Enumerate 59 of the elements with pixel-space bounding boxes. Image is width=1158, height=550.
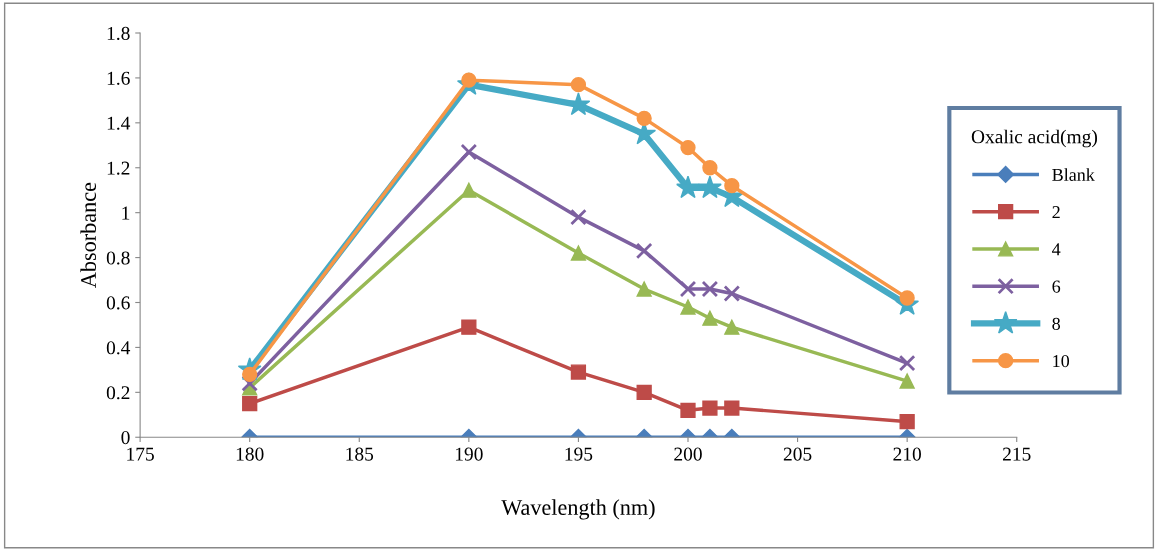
y-tick-label: 1.6 [107,71,130,85]
x-tick-label: 180 [236,447,264,461]
x-tick-label: 185 [346,447,374,461]
x-tick-label: 215 [1002,447,1031,461]
point [701,280,719,298]
point [676,175,700,199]
x-tick-label: 200 [674,447,702,461]
point [570,208,587,226]
y-axis-title: Absorbance [80,182,97,288]
y-tick-label: 1.8 [107,26,130,41]
point [636,110,652,126]
y-tick-label: 1 [122,206,130,220]
legend-label: 2 [1052,206,1060,218]
point [702,160,718,176]
point [697,175,722,199]
point [570,77,587,93]
point [635,242,653,260]
x-tick-label: 195 [565,447,593,461]
point [724,400,740,416]
y-tick-label: 0.2 [106,386,130,400]
x-tick-label: 205 [783,447,812,461]
point [636,384,652,400]
y-tick-label: 1.2 [107,161,130,175]
y-tick-label: 0 [121,431,130,445]
point [680,299,696,315]
y-tick-label: 0.6 [106,296,130,310]
point [702,310,718,326]
x-tick-label: 190 [455,447,483,461]
point [636,281,652,297]
x-tick-label: 175 [127,447,154,461]
legend-label: 4 [1052,243,1061,256]
x-tick-label: 210 [893,447,921,461]
point [899,373,915,389]
y-tick-label: 0.4 [106,341,131,355]
point [702,400,718,416]
point [460,143,478,161]
legend-label: Blank [1052,168,1095,181]
legend-label: 8 [1052,317,1061,330]
point [898,354,916,372]
point [570,245,587,261]
point [899,290,915,306]
legend-title: Oxalic acid(mg) [971,129,1098,148]
point [724,178,740,194]
legend-label: 10 [1053,354,1070,368]
point [461,319,477,335]
point [899,413,915,430]
x-axis-title: Wavelength (nm) [501,499,655,520]
y-tick-label: 1.4 [107,116,131,130]
y-tick-label: 0.8 [106,251,130,265]
point [724,319,740,335]
point [680,139,696,156]
point [680,402,696,418]
point [242,395,258,412]
legend-label: 6 [1052,280,1061,293]
point [679,280,697,298]
point [241,375,259,392]
point [570,364,587,380]
point [461,182,477,198]
point [723,285,741,302]
